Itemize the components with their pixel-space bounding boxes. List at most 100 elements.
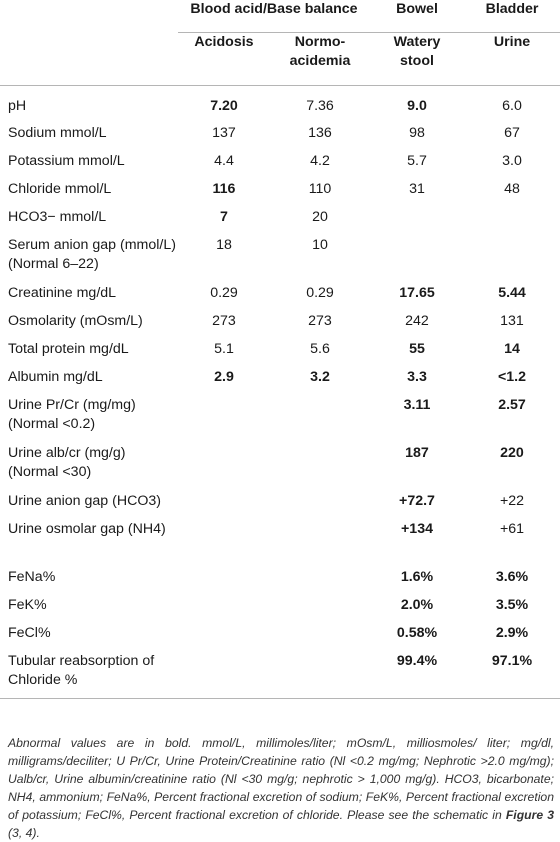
header-bowel: Bowel xyxy=(370,0,464,33)
header-normo-acidemia: Normo- acidemia xyxy=(270,32,370,86)
bladder-value: +61 xyxy=(499,521,525,537)
row-label: Urine osmolar gap (NH4) xyxy=(8,521,166,537)
footnote-citations: (3, 4). xyxy=(8,826,40,840)
header-bladder: Bladder xyxy=(464,0,560,33)
bladder-value: 220 xyxy=(500,445,524,461)
acidosis-value: 18 xyxy=(216,237,232,253)
table-row: pH 7.20 7.36 9.0 6.0 xyxy=(0,86,560,121)
row-label: Chloride mmol/L xyxy=(8,181,112,197)
normo-value xyxy=(270,392,370,440)
table-row: Total protein mg/dL 5.1 5.6 55 14 xyxy=(0,336,560,364)
bowel-value: 0.58% xyxy=(396,625,438,641)
table-row: Serum anion gap (mmol/L) (Normal 6–22) 1… xyxy=(0,232,560,280)
table-row: Albumin mg/dL 2.9 3.2 3.3 <1.2 xyxy=(0,364,560,392)
header-acidosis: Acidosis xyxy=(178,32,270,86)
header-watery-line2: stool xyxy=(400,53,434,69)
bowel-value xyxy=(370,232,464,280)
bladder-value: 2.57 xyxy=(498,397,526,413)
bowel-value: 99.4% xyxy=(370,648,464,699)
acidosis-value xyxy=(178,620,270,648)
row-label: HCO3− mmol/L xyxy=(8,209,107,225)
table-row: Chloride mmol/L 116 110 31 48 xyxy=(0,176,560,204)
acidosis-value xyxy=(178,648,270,699)
row-label: Serum anion gap (mmol/L) (Normal 6–22) xyxy=(8,237,176,272)
bladder-value: 48 xyxy=(504,181,520,197)
bladder-value: 3.0 xyxy=(502,153,522,169)
table-row: HCO3− mmol/L 7 20 xyxy=(0,204,560,232)
bladder-value: +22 xyxy=(499,493,525,509)
acidosis-value xyxy=(178,488,270,516)
acidosis-value: 7 xyxy=(220,209,228,225)
normo-value: 110 xyxy=(308,181,332,197)
row-label: Urine Pr/Cr (mg/mg) (Normal <0.2) xyxy=(8,397,136,432)
bowel-value: 3.3 xyxy=(407,369,427,385)
normo-value xyxy=(270,516,370,564)
acidosis-value xyxy=(178,392,270,440)
bowel-value: 17.65 xyxy=(399,285,435,301)
header-watery-line1: Watery xyxy=(393,34,441,50)
row-label: Tubular reabsorption of Chloride % xyxy=(0,648,178,699)
normo-value: 0.29 xyxy=(306,285,334,301)
header-watery-stool: Watery stool xyxy=(370,32,464,86)
header-normo-line1: Normo- xyxy=(294,34,346,50)
table-footnote: Abnormal values are in bold. mmol/L, mil… xyxy=(8,734,554,842)
header-normo-line2: acidemia xyxy=(289,53,351,69)
bowel-value: +134 xyxy=(401,521,433,537)
bowel-value: 1.6% xyxy=(400,569,434,585)
bowel-value: 5.7 xyxy=(407,153,427,169)
table-row: Urine osmolar gap (NH4) +134 +61 xyxy=(0,516,560,564)
bladder-value: 5.44 xyxy=(498,285,526,301)
bowel-value: 55 xyxy=(409,341,425,357)
bowel-value: +72.7 xyxy=(399,493,435,509)
bladder-value: <1.2 xyxy=(497,369,526,385)
bladder-value: 97.1% xyxy=(464,648,560,699)
table-row: Osmolarity (mOsm/L) 273 273 242 131 xyxy=(0,308,560,336)
row-label: pH xyxy=(8,98,27,114)
row-label: Total protein mg/dL xyxy=(8,341,129,357)
acidosis-value: 4.4 xyxy=(214,153,234,169)
bladder-value: 3.5% xyxy=(495,597,529,613)
acidosis-value xyxy=(178,564,270,592)
acidosis-value: 7.20 xyxy=(210,98,238,114)
acidosis-value xyxy=(178,592,270,620)
bowel-value: 31 xyxy=(409,181,425,197)
row-label: Sodium mmol/L xyxy=(8,125,107,141)
acidosis-value: 5.1 xyxy=(214,341,234,357)
bowel-value: 9.0 xyxy=(407,98,427,114)
row-label: Urine anion gap (HCO3) xyxy=(8,493,161,509)
bladder-value: 14 xyxy=(504,341,520,357)
acidosis-value: 2.9 xyxy=(214,369,234,385)
table-row: Urine anion gap (HCO3) +72.7 +22 xyxy=(0,488,560,516)
row-label: Potassium mmol/L xyxy=(8,153,125,169)
acidosis-value: 116 xyxy=(212,181,236,197)
figure-reference-link[interactable]: Figure 3 xyxy=(505,808,554,822)
bladder-value: 131 xyxy=(500,313,524,329)
normo-value: 5.6 xyxy=(310,341,330,357)
footnote-text: Abnormal values are in bold. mmol/L, mil… xyxy=(8,736,554,822)
normo-value: 4.2 xyxy=(310,153,330,169)
normo-value xyxy=(270,592,370,620)
header-group-row: Blood acid/Base balance Bowel Bladder xyxy=(0,0,560,33)
normo-value xyxy=(270,440,370,488)
bladder-value: 3.6% xyxy=(495,569,529,585)
normo-value: 273 xyxy=(308,313,332,329)
acidosis-value: 0.29 xyxy=(210,285,238,301)
table-row: Tubular reabsorption of Chloride % 99.4%… xyxy=(0,648,560,699)
bowel-value: 187 xyxy=(405,445,429,461)
normo-value: 7.36 xyxy=(306,98,334,114)
bowel-value: 242 xyxy=(405,313,429,329)
bowel-value: 3.11 xyxy=(403,397,431,413)
table-row: Urine alb/cr (mg/g) (Normal <30) 187 220 xyxy=(0,440,560,488)
table-body: pH 7.20 7.36 9.0 6.0 Sodium mmol/L 137 1… xyxy=(0,86,560,699)
row-label: Albumin mg/dL xyxy=(8,369,103,385)
table-row: FeNa% 1.6% 3.6% xyxy=(0,564,560,592)
lab-values-table: Blood acid/Base balance Bowel Bladder Ac… xyxy=(0,0,560,699)
normo-value xyxy=(270,648,370,699)
normo-value: 20 xyxy=(312,209,328,225)
table-row: FeK% 2.0% 3.5% xyxy=(0,592,560,620)
table-row: Potassium mmol/L 4.4 4.2 5.7 3.0 xyxy=(0,148,560,176)
header-blood-acid-base: Blood acid/Base balance xyxy=(178,0,370,33)
acidosis-value xyxy=(178,516,270,564)
header-urine: Urine xyxy=(464,32,560,86)
